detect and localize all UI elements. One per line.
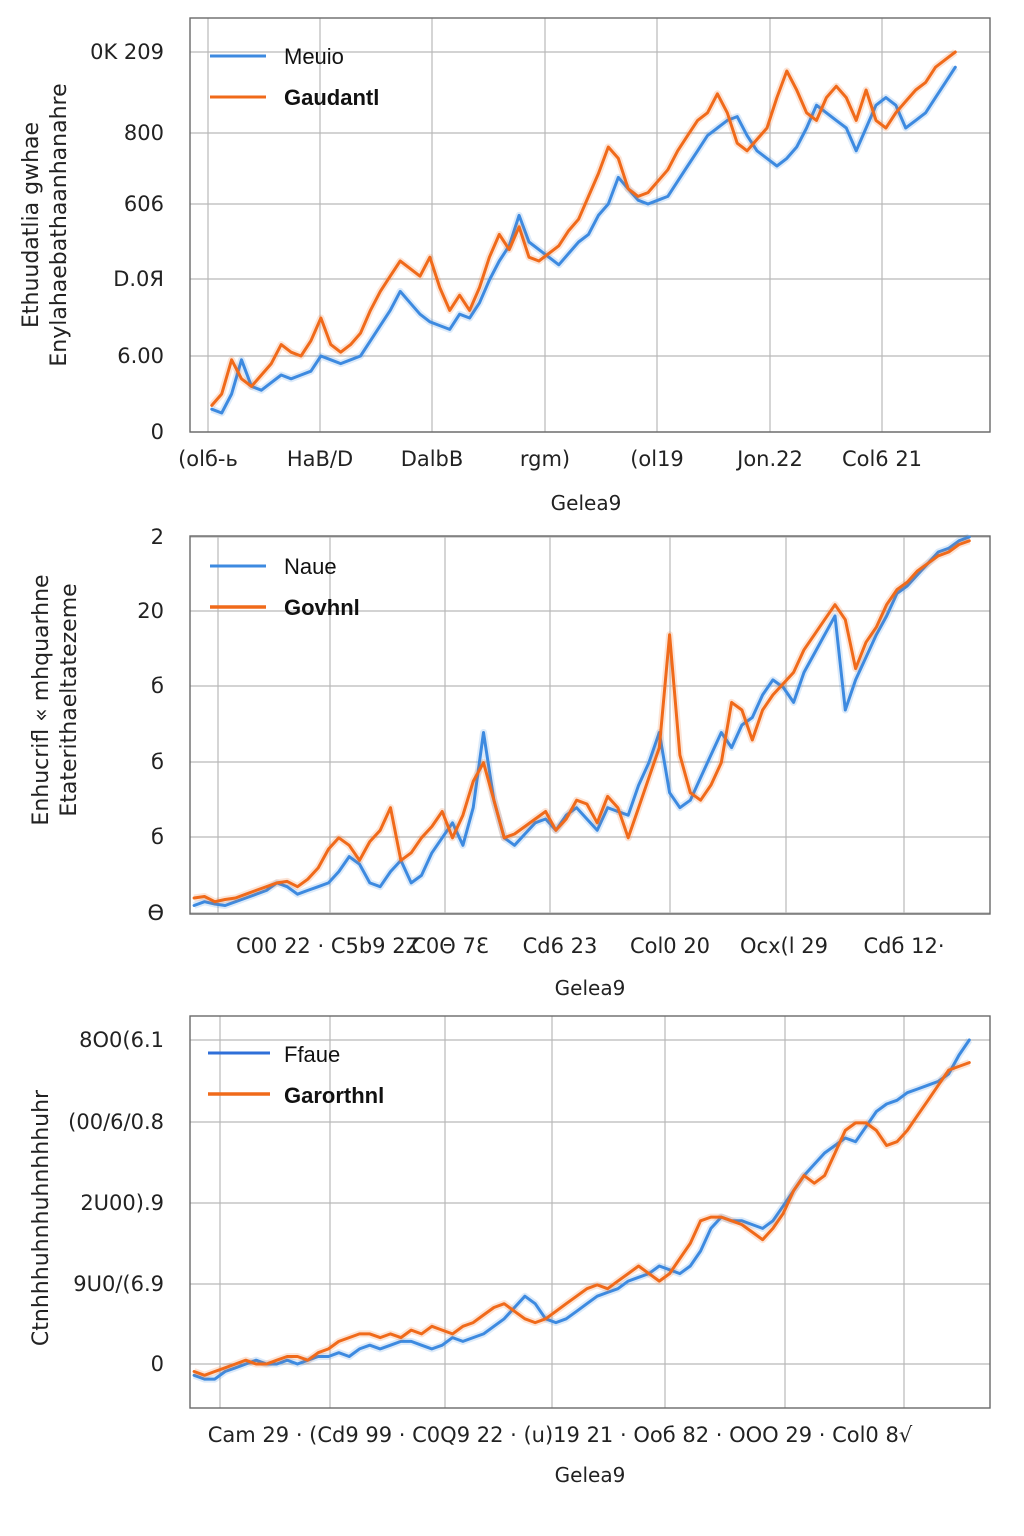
chart-3-x-tick-label: Cam 29 · (Cd9 99 · C0Q9 22 · (u)19 21 · … bbox=[208, 1423, 913, 1447]
chart-1-ylabel-line-1: Ethuudatlia gwhae bbox=[19, 122, 44, 328]
chart-2-y-tick-label: 2 bbox=[151, 525, 164, 549]
chart-2-series-1-halo bbox=[192, 533, 971, 909]
chart-2-frame bbox=[189, 535, 991, 915]
chart-1-legend: Meuio Gaudantl bbox=[210, 44, 379, 110]
chart-1-grid bbox=[190, 18, 990, 433]
chart-2-x-tick-label: Ocx(l 29 bbox=[740, 934, 828, 958]
chart-1-x-tick-label: (olб-ь bbox=[178, 447, 238, 471]
chart-1-frame bbox=[189, 17, 991, 433]
chart-2-series-1-line bbox=[192, 535, 971, 907]
chart-2-y-tick-label: б bbox=[151, 674, 164, 698]
chart-2-x-tick-label: C0Θ 7Ɛ bbox=[411, 934, 489, 958]
chart-1-y-tick-label: 606 bbox=[124, 192, 164, 216]
chart-1-y-ticks: 0 6.00 D.0Я 606 800 0K 209 bbox=[90, 40, 164, 444]
chart-2-ylabel-line-1: Enhucrifl « mhquarhne bbox=[29, 574, 54, 825]
chart-3-y-ticks: 0 9U0/(6.9 2U00).9 (00/6/0.8 8O0(6.1 bbox=[68, 1028, 164, 1376]
chart-1-series-1-line bbox=[210, 65, 957, 415]
chart-2-y-axis-label: Enhucrifl « mhquarhne Etaterithaeltateze… bbox=[29, 574, 82, 825]
chart-2-series-2-line bbox=[192, 539, 971, 904]
chart-3-legend: Ffaue Garorthnl bbox=[208, 1042, 384, 1108]
chart-3-series-2-line bbox=[192, 1061, 971, 1377]
chart-3-series-2-halo bbox=[192, 1059, 971, 1379]
chart-2-y-tick-label: 20 bbox=[137, 599, 164, 623]
chart-1-x-tick-label: Jon.22 bbox=[735, 447, 803, 471]
chart-2-legend-label-1: Naue bbox=[284, 554, 337, 579]
chart-1-y-axis-label: Ethuudatlia gwhae Enylahaebathaanhanahre bbox=[19, 83, 72, 366]
chart-2-x-tick-label: Col0 20 bbox=[630, 934, 710, 958]
chart-2-legend: Naue Govhnl bbox=[210, 554, 360, 620]
chart-1-legend-label-2: Gaudantl bbox=[284, 85, 379, 110]
chart-3-series bbox=[192, 1038, 973, 1383]
chart-1-y-tick-label: D.0Я bbox=[113, 267, 164, 291]
chart-3-y-tick-label: 2U00).9 bbox=[80, 1191, 164, 1215]
chart-1-series-2-line bbox=[210, 50, 957, 407]
chart-1-x-tick-label: Col6 21 bbox=[842, 447, 922, 471]
chart-3-ylabel-line-1: Ctnhhhuhnhuhnhhhuhr bbox=[29, 1089, 54, 1346]
chart-2-x-tick-label: Cd6 23 bbox=[523, 934, 598, 958]
chart-1-x-ticks: (olб-ь HaB/D DalbB rgm) (ol19 Jon.22 Col6 21 bbox=[178, 447, 922, 471]
chart-1-x-tick-label: (ol19 bbox=[630, 447, 684, 471]
chart-2-legend-label-2: Govhnl bbox=[284, 595, 360, 620]
chart-1-x-tick-label: HaB/D bbox=[287, 447, 353, 471]
chart-1-series bbox=[209, 49, 959, 417]
chart-3-x-ticks: Cam 29 · (Cd9 99 · C0Q9 22 · (u)19 21 · … bbox=[208, 1423, 913, 1447]
chart-1-series-1-halo bbox=[210, 65, 959, 417]
chart-2-ylabel-line-2: Etaterithaeltatezeme bbox=[57, 583, 82, 816]
chart-1-y-tick-label: 0 bbox=[151, 420, 164, 444]
chart-2-grid bbox=[190, 536, 990, 914]
chart-2-y-tick-label: Ɵ bbox=[147, 901, 164, 925]
chart-1-x-tick-label: rgm) bbox=[520, 447, 570, 471]
chart-1-y-tick-label: 800 bbox=[124, 121, 164, 145]
chart-3-legend-label-2: Garorthnl bbox=[284, 1083, 384, 1108]
chart-1-x-tick-label: DalbB bbox=[401, 447, 464, 471]
chart-2-y-tick-label: б bbox=[151, 825, 164, 849]
chart-3: 0 9U0/(6.9 2U00).9 (00/6/0.8 8O0(6.1 Cam 29 … bbox=[29, 1015, 991, 1487]
chart-1-y-tick-label: 0K 209 bbox=[90, 40, 164, 64]
chart-1-y-tick-label: 6.00 bbox=[117, 344, 164, 368]
chart-1-legend-label-1: Meuio bbox=[284, 44, 344, 69]
chart-2-x-tick-label: C00 22 · C5b9 2Z bbox=[236, 934, 420, 958]
chart-1-ylabel-line-2: Enylahaebathaanhanahre bbox=[47, 83, 72, 366]
chart-2-series bbox=[192, 533, 971, 909]
chart-3-legend-label-1: Ffaue bbox=[284, 1042, 340, 1067]
chart-2-xlabel: Gelea9 bbox=[555, 976, 626, 1000]
chart-3-y-tick-label: (00/6/0.8 bbox=[68, 1110, 164, 1134]
chart-1: 0 6.00 D.0Я 606 800 0K 209 (olб-ь HaB/D DalbB rg… bbox=[19, 17, 991, 515]
chart-3-y-axis-label: Ctnhhhuhnhuhnhhhuhr bbox=[29, 1089, 54, 1346]
chart-1-xlabel: Gelea9 bbox=[551, 491, 622, 515]
chart-2-x-tick-label: Cdб 12· bbox=[863, 934, 944, 958]
chart-2-y-tick-label: б bbox=[151, 750, 164, 774]
chart-3-grid bbox=[190, 1016, 990, 1408]
chart-3-y-tick-label: 0 bbox=[151, 1352, 164, 1376]
chart-3-frame bbox=[189, 1015, 991, 1409]
chart-2-y-ticks: Ɵб б б 20 2 bbox=[137, 525, 164, 925]
chart-3-y-tick-label: 9U0/(6.9 bbox=[73, 1272, 164, 1296]
chart-3-y-tick-label: 8O0(6.1 bbox=[79, 1028, 164, 1052]
chart-3-xlabel: Gelea9 bbox=[555, 1463, 626, 1487]
